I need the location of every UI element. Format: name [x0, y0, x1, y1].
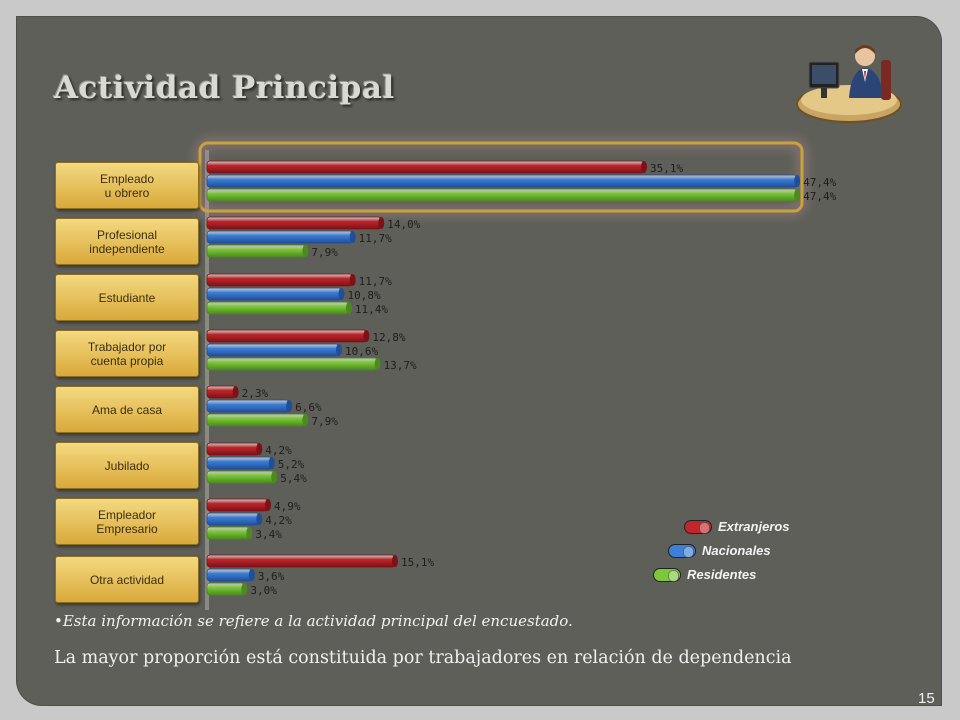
bar-residentes-estudiante	[206, 301, 350, 315]
legend-swatch-extranjeros	[684, 519, 712, 534]
bar-nacionales-jubilado	[206, 456, 273, 470]
bar-nacionales-estudiante	[206, 287, 342, 301]
bar-extranjeros-profesional-independiente	[206, 216, 382, 230]
data-label: 7,9%	[311, 246, 338, 259]
data-label: 5,4%	[280, 472, 307, 485]
bar-end-cap	[248, 569, 255, 581]
bar-extranjeros-trabajador-por-cuenta-propia	[206, 329, 367, 343]
bar-end-cap	[246, 527, 253, 539]
bar-extranjeros-ama-de-casa	[206, 385, 237, 399]
data-label: 3,4%	[255, 528, 282, 541]
bar-end-cap	[794, 175, 801, 187]
bar-extranjeros-estudiante	[206, 273, 354, 287]
conclusion-text: La mayor proporción está constituida por…	[54, 648, 792, 668]
category-label-estudiante: Estudiante	[55, 274, 199, 321]
category-label-trabajador-por-cuenta-propia: Trabajador por cuenta propia	[55, 330, 199, 377]
bar-residentes-empleado-u-obrero	[206, 188, 798, 202]
data-label: 11,7%	[359, 232, 392, 245]
bar-nacionales-profesional-independiente	[206, 230, 354, 244]
legend-label-nacionales: Nacionales	[702, 543, 771, 558]
bar-extranjeros-empleador-empresario	[206, 498, 269, 512]
category-label-profesional-independiente: Profesional independiente	[55, 218, 199, 265]
bar-end-cap	[302, 245, 309, 257]
office-worker-at-desk-icon	[796, 45, 902, 123]
legend-item-nacionales: Nacionales	[668, 543, 771, 558]
footnote: •Esta información se refiere a la activi…	[54, 612, 573, 630]
page-title: Actividad Principal	[54, 70, 395, 106]
category-label-empleador-empresario: Empleador Empresario	[55, 498, 199, 545]
data-label: 3,0%	[250, 584, 277, 597]
legend-label-residentes: Residentes	[687, 567, 757, 582]
data-label: 15,1%	[401, 556, 434, 569]
category-label-ama-de-casa: Ama de casa	[55, 386, 199, 433]
data-label: 6,6%	[295, 401, 322, 414]
data-label: 11,4%	[355, 303, 388, 316]
bar-end-cap	[338, 288, 345, 300]
bar-end-cap	[374, 358, 381, 370]
bar-nacionales-trabajador-por-cuenta-propia	[206, 343, 340, 357]
data-label: 47,4%	[803, 190, 836, 203]
category-label-jubilado: Jubilado	[55, 442, 199, 489]
bar-end-cap	[345, 302, 352, 314]
bar-residentes-ama-de-casa	[206, 413, 306, 427]
bar-extranjeros-jubilado	[206, 442, 260, 456]
data-label: 11,7%	[359, 275, 392, 288]
bar-nacionales-ama-de-casa	[206, 399, 290, 413]
bar-end-cap	[271, 471, 278, 483]
data-label: 13,7%	[384, 359, 417, 372]
data-label: 4,9%	[274, 500, 301, 513]
bar-end-cap	[256, 443, 263, 455]
bar-end-cap	[640, 161, 647, 173]
bar-end-cap	[265, 499, 272, 511]
category-label-otra-actividad: Otra actividad	[55, 556, 199, 603]
data-label: 4,2%	[265, 444, 292, 457]
data-label: 10,6%	[345, 345, 378, 358]
data-label: 10,8%	[347, 289, 380, 302]
legend-item-extranjeros: Extranjeros	[684, 519, 790, 534]
bar-nacionales-empleado-u-obrero	[206, 174, 798, 188]
data-label: 4,2%	[265, 514, 292, 527]
bar-extranjeros-otra-actividad	[206, 554, 396, 568]
bar-end-cap	[232, 386, 239, 398]
page-number: 15	[918, 690, 935, 707]
bar-nacionales-otra-actividad	[206, 568, 253, 582]
bar-end-cap	[241, 583, 248, 595]
bar-extranjeros-empleado-u-obrero	[206, 160, 645, 174]
bar-residentes-profesional-independiente	[206, 244, 306, 258]
bar-residentes-otra-actividad	[206, 582, 245, 596]
bar-end-cap	[363, 330, 370, 342]
bar-residentes-trabajador-por-cuenta-propia	[206, 357, 378, 371]
bar-end-cap	[286, 400, 293, 412]
data-label: 5,2%	[278, 458, 305, 471]
bar-residentes-jubilado	[206, 470, 275, 484]
bar-end-cap	[349, 274, 356, 286]
legend-item-residentes: Residentes	[653, 567, 756, 582]
bar-end-cap	[794, 189, 801, 201]
bar-end-cap	[256, 513, 263, 525]
legend-swatch-nacionales	[668, 543, 696, 558]
bar-end-cap	[378, 217, 385, 229]
data-label: 47,4%	[803, 176, 836, 189]
bar-end-cap	[335, 344, 342, 356]
category-label-empleado-u-obrero: Empleado u obrero	[55, 162, 199, 209]
highlight-frame	[198, 141, 804, 213]
data-label: 14,0%	[387, 218, 420, 231]
bar-nacionales-empleador-empresario	[206, 512, 260, 526]
bar-end-cap	[302, 414, 309, 426]
bar-end-cap	[391, 555, 398, 567]
bar-end-cap	[268, 457, 275, 469]
bar-residentes-empleador-empresario	[206, 526, 250, 540]
data-label: 7,9%	[311, 415, 338, 428]
data-label: 12,8%	[372, 331, 405, 344]
data-label: 35,1%	[650, 162, 683, 175]
legend-label-extranjeros: Extranjeros	[718, 519, 790, 534]
bar-end-cap	[349, 231, 356, 243]
data-label: 2,3%	[242, 387, 269, 400]
data-label: 3,6%	[258, 570, 285, 583]
legend-swatch-residentes	[653, 567, 681, 582]
